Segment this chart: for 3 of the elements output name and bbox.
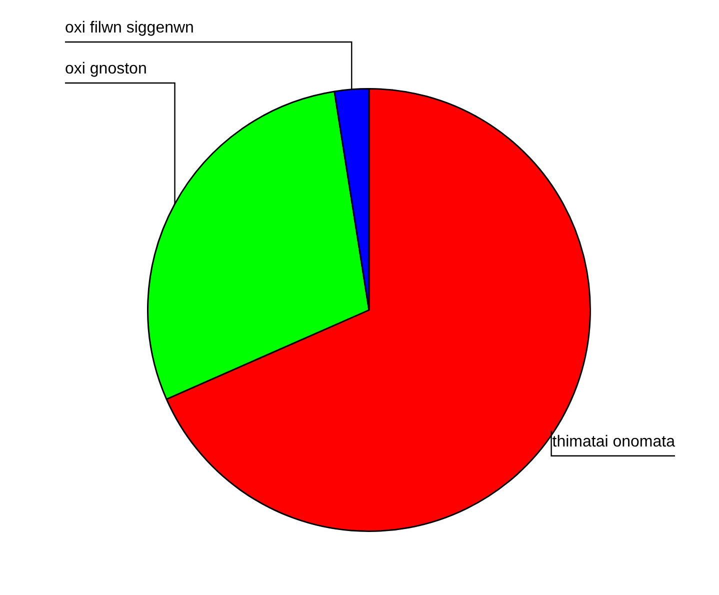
slice-label: oxi filwn siggenwn [65, 19, 194, 36]
slice-label: thimatai onomata [552, 433, 676, 450]
slice-label: oxi gnoston [65, 60, 147, 78]
